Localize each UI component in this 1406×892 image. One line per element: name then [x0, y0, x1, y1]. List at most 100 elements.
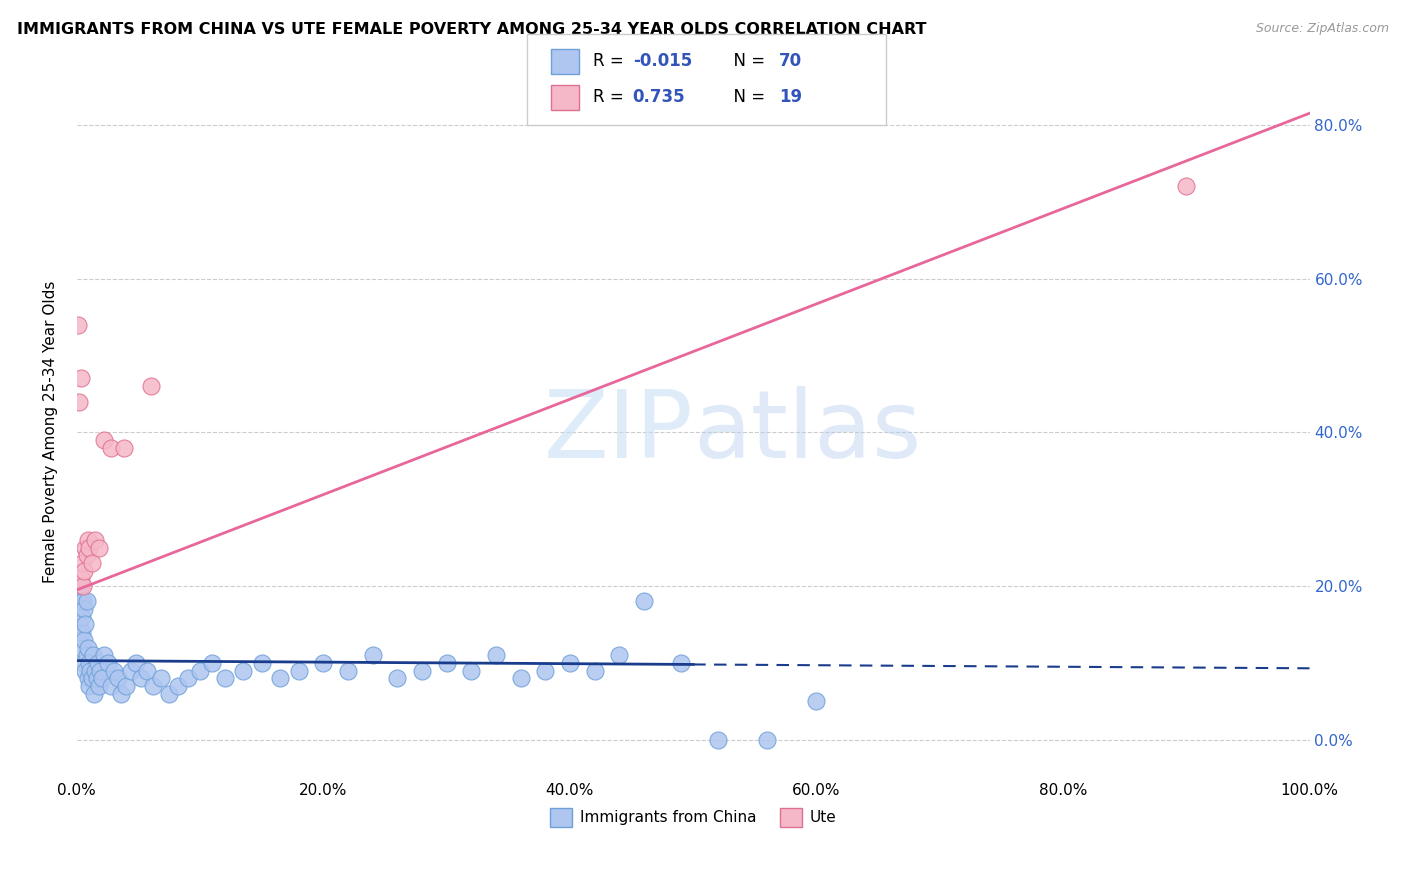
Point	[84, 664, 107, 678]
Point	[756, 732, 779, 747]
Legend: Immigrants from China, Ute: Immigrants from China, Ute	[544, 802, 844, 833]
Point	[167, 679, 190, 693]
Text: IMMIGRANTS FROM CHINA VS UTE FEMALE POVERTY AMONG 25-34 YEAR OLDS CORRELATION CH: IMMIGRANTS FROM CHINA VS UTE FEMALE POVE…	[17, 22, 927, 37]
Point	[67, 394, 90, 409]
Text: R =: R =	[593, 53, 630, 70]
Point	[75, 664, 97, 678]
Point	[67, 587, 90, 601]
Point	[69, 571, 91, 585]
Point	[125, 656, 148, 670]
Point	[76, 648, 98, 663]
Text: ZIP: ZIP	[544, 386, 693, 478]
Point	[120, 664, 142, 678]
Point	[1175, 179, 1198, 194]
Point	[387, 671, 409, 685]
Point	[73, 632, 96, 647]
Point	[80, 556, 103, 570]
Point	[76, 549, 98, 563]
Point	[84, 533, 107, 547]
Point	[287, 664, 309, 678]
Point	[79, 664, 101, 678]
Point	[80, 671, 103, 685]
Point	[72, 594, 94, 608]
Point	[89, 664, 111, 678]
Point	[100, 679, 122, 693]
Point	[83, 687, 105, 701]
Point	[312, 656, 335, 670]
Point	[485, 648, 508, 663]
Point	[232, 664, 254, 678]
Point	[100, 441, 122, 455]
Text: 0.735: 0.735	[633, 88, 685, 106]
Point	[75, 617, 97, 632]
Point	[70, 609, 93, 624]
Point	[77, 640, 100, 655]
Point	[607, 648, 630, 663]
Point	[87, 656, 110, 670]
Point	[188, 664, 211, 678]
Point	[460, 664, 482, 678]
Point	[69, 640, 91, 655]
Point	[583, 664, 606, 678]
Point	[110, 687, 132, 701]
Point	[77, 671, 100, 685]
Point	[149, 671, 172, 685]
Point	[77, 541, 100, 555]
Text: -0.015: -0.015	[633, 53, 692, 70]
Point	[69, 579, 91, 593]
Text: atlas: atlas	[693, 386, 921, 478]
Point	[72, 579, 94, 593]
Point	[82, 648, 104, 663]
Point	[87, 541, 110, 555]
Point	[70, 625, 93, 640]
Point	[361, 648, 384, 663]
Point	[107, 671, 129, 685]
Point	[69, 371, 91, 385]
Point	[669, 656, 692, 670]
Point	[90, 671, 112, 685]
Point	[142, 679, 165, 693]
Point	[337, 664, 360, 678]
Text: N =: N =	[723, 53, 770, 70]
Point	[411, 664, 433, 678]
Point	[73, 564, 96, 578]
Point	[509, 671, 531, 685]
Point	[76, 594, 98, 608]
Point	[103, 664, 125, 678]
Point	[269, 671, 291, 685]
Point	[115, 679, 138, 693]
Point	[436, 656, 458, 670]
Y-axis label: Female Poverty Among 25-34 Year Olds: Female Poverty Among 25-34 Year Olds	[44, 281, 58, 583]
Point	[67, 602, 90, 616]
Point	[806, 694, 828, 708]
Point	[87, 679, 110, 693]
Point	[67, 318, 90, 332]
Point	[136, 664, 159, 678]
Point	[558, 656, 581, 670]
Point	[77, 533, 100, 547]
Point	[72, 656, 94, 670]
Point	[633, 594, 655, 608]
Point	[70, 556, 93, 570]
Text: Source: ZipAtlas.com: Source: ZipAtlas.com	[1256, 22, 1389, 36]
Point	[77, 679, 100, 693]
Point	[707, 732, 730, 747]
Point	[73, 602, 96, 616]
Point	[139, 379, 162, 393]
Point	[129, 671, 152, 685]
Point	[177, 671, 200, 685]
Point	[93, 433, 115, 447]
Text: N =: N =	[723, 88, 770, 106]
Point	[67, 617, 90, 632]
Text: R =: R =	[593, 88, 630, 106]
Point	[201, 656, 224, 670]
Point	[157, 687, 180, 701]
Point	[75, 541, 97, 555]
Point	[214, 671, 236, 685]
Point	[86, 671, 108, 685]
Point	[250, 656, 273, 670]
Point	[534, 664, 557, 678]
Text: 19: 19	[779, 88, 801, 106]
Point	[112, 441, 135, 455]
Text: 70: 70	[779, 53, 801, 70]
